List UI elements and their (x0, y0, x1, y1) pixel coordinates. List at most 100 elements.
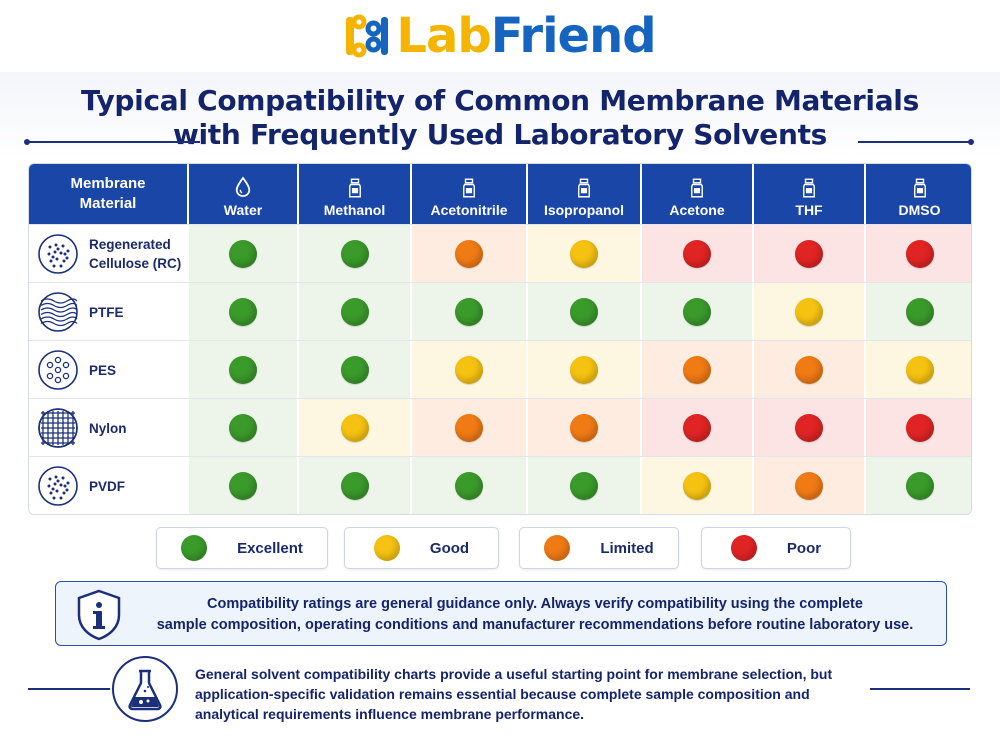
solvent-label: Water (223, 202, 263, 218)
header-acetone: Acetone (640, 164, 752, 224)
legend-dot-good (373, 535, 400, 561)
rating-cell-isopropanol (526, 225, 640, 283)
rating-dot-excellent (229, 240, 257, 268)
rating-dot-good (570, 240, 598, 268)
rating-dot-excellent (229, 414, 257, 442)
title-deco-line-right (858, 141, 970, 143)
rating-dot-excellent (905, 472, 934, 500)
rating-dot-good (340, 414, 369, 442)
bottle-icon (463, 178, 475, 198)
header-corner: Membrane Material (29, 164, 187, 224)
rating-dot-excellent (340, 472, 369, 500)
title-deco-line-left (28, 141, 200, 143)
material-cell: Regenerated Cellulose (RC) (29, 225, 187, 283)
material-name-line-1: Nylon (89, 420, 127, 436)
rating-cell-water (187, 457, 297, 514)
legend-label: Limited (600, 539, 654, 557)
notice-line-2: sample composition, operating conditions… (156, 617, 914, 633)
logo-mark-icon (346, 14, 389, 58)
rating-dot-poor (683, 240, 711, 268)
rating-dot-limited (455, 240, 483, 268)
rating-cell-methanol (297, 399, 410, 457)
header-dmso: DMSO (864, 164, 971, 224)
rating-cell-dmso (864, 225, 971, 283)
flask-icon-graphic (128, 669, 162, 711)
rating-cell-thf (752, 399, 864, 457)
solvent-label: DMSO (898, 202, 941, 218)
rating-cell-acetone (640, 225, 752, 283)
notice-line-1: Compatibility ratings are general guidan… (207, 596, 863, 612)
membrane-mesh-icon (38, 408, 78, 448)
rating-cell-acetonitrile (410, 457, 526, 514)
rating-dot-excellent (455, 472, 483, 500)
rating-dot-poor (795, 414, 823, 442)
rating-dot-excellent (905, 298, 934, 326)
material-name: Regenerated Cellulose (RC) (89, 235, 181, 273)
rating-cell-dmso (864, 399, 971, 457)
brand-friend: Friend (490, 8, 657, 64)
footer-line-3: analytical requirements influence membra… (195, 706, 585, 722)
page-title: Typical Compatibility of Common Membrane… (0, 84, 1000, 152)
table-row: Regenerated Cellulose (RC) (29, 224, 971, 283)
title-line-1: Typical Compatibility of Common Membrane… (81, 84, 919, 117)
table-row: PES (29, 340, 971, 399)
rating-dot-excellent (340, 240, 369, 268)
material-name: PTFE (89, 303, 124, 322)
rating-cell-methanol (297, 341, 410, 399)
title-deco-dot-right (968, 139, 974, 145)
droplet-icon (235, 176, 251, 197)
notice-box: Compatibility ratings are general guidan… (55, 581, 947, 646)
rating-cell-dmso (864, 457, 971, 514)
rating-cell-water (187, 399, 297, 457)
rating-cell-dmso (864, 341, 971, 399)
rating-dot-poor (683, 414, 711, 442)
rating-dot-good (455, 356, 483, 384)
shield-info-icon (77, 589, 121, 641)
rating-cell-water (187, 341, 297, 399)
table-row: PTFE (29, 282, 971, 341)
rating-cell-acetonitrile (410, 225, 526, 283)
rating-dot-good (905, 356, 934, 384)
corner-line-2: Material (79, 195, 137, 212)
rating-cell-isopropanol (526, 399, 640, 457)
bottle-icon (578, 178, 590, 198)
bottle-icon (913, 178, 926, 198)
legend-label: Excellent (237, 539, 303, 557)
rating-cell-acetonitrile (410, 341, 526, 399)
material-cell: Nylon (29, 399, 187, 457)
rating-dot-limited (683, 356, 711, 384)
rating-dot-limited (795, 472, 823, 500)
legend-dot-excellent (181, 535, 208, 561)
brand-logo: LabFriend (0, 8, 1000, 64)
solvent-label: Isopropanol (543, 202, 625, 218)
title-band (0, 72, 1000, 162)
rating-cell-acetone (640, 283, 752, 341)
legend-item-limited: Limited (519, 527, 679, 569)
material-cell: PTFE (29, 283, 187, 341)
bottle-icon (691, 178, 703, 198)
footer-line-2: application-specific validation remains … (195, 686, 810, 702)
material-name: Nylon (89, 419, 127, 438)
table-row: Nylon (29, 398, 971, 457)
membrane-dots-icon (38, 234, 78, 274)
table-header: Membrane Material Water Methanol Acetonitr… (29, 164, 971, 224)
rating-dot-excellent (229, 298, 257, 326)
membrane-waves-icon (38, 292, 78, 332)
rating-cell-water (187, 225, 297, 283)
solvent-label: THF (795, 202, 823, 218)
material-name-line-1: PTFE (89, 304, 124, 320)
rating-cell-dmso (864, 283, 971, 341)
membrane-dots-icon (38, 466, 78, 506)
solvent-label: Acetone (669, 202, 725, 218)
notice-text: Compatibility ratings are general guidan… (140, 594, 930, 636)
header-methanol: Methanol (297, 164, 410, 224)
material-name-line-1: Regenerated (89, 237, 171, 252)
material-name-line-1: PVDF (89, 478, 126, 494)
title-deco-dot-left (24, 139, 30, 145)
material-name-line-2: Cellulose (RC) (89, 256, 182, 271)
compatibility-table: Membrane Material Water Methanol Acetonitr… (28, 163, 972, 515)
legend-dot-limited (544, 535, 571, 561)
rating-dot-good (570, 356, 598, 384)
material-name-line-1: PES (89, 362, 117, 378)
table-row: PVDF (29, 456, 971, 514)
